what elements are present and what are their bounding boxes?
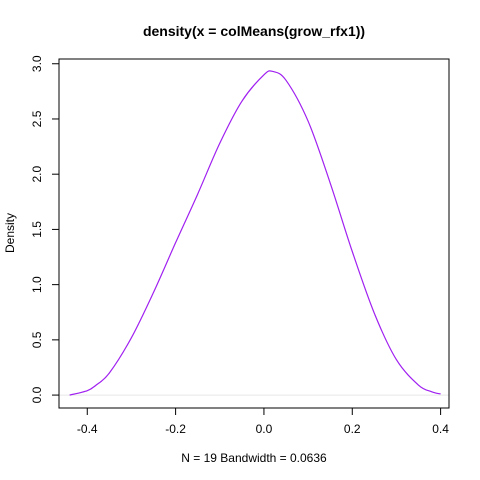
y-tick-label: 2.5 (30, 110, 44, 127)
y-tick-label: 0.0 (30, 386, 44, 403)
x-tick-label: 0.0 (256, 422, 273, 436)
x-tick-label: -0.4 (77, 422, 98, 436)
y-tick-label: 1.0 (30, 276, 44, 293)
x-tick-label: -0.2 (165, 422, 186, 436)
series-layer (69, 70, 441, 396)
plot-title: density(x = colMeans(grow_rfx1)) (143, 23, 365, 39)
x-axis: -0.4 -0.2 0.0 0.2 0.4 (77, 407, 449, 436)
y-tick-label: 0.5 (30, 331, 44, 348)
y-tick-label: 2.0 (30, 166, 44, 183)
y-axis-label: Density (3, 213, 17, 253)
y-tick-label: 3.0 (30, 55, 44, 72)
x-tick-label: 0.2 (344, 422, 361, 436)
y-axis: 0.0 0.5 1.0 1.5 2.0 2.5 3.0 (30, 55, 60, 403)
x-tick-label: 0.4 (432, 422, 449, 436)
x-axis-label: N = 19 Bandwidth = 0.0636 (181, 451, 327, 465)
density-curve (69, 70, 441, 396)
plot-frame (58, 58, 450, 409)
y-tick-label: 1.5 (30, 221, 44, 238)
